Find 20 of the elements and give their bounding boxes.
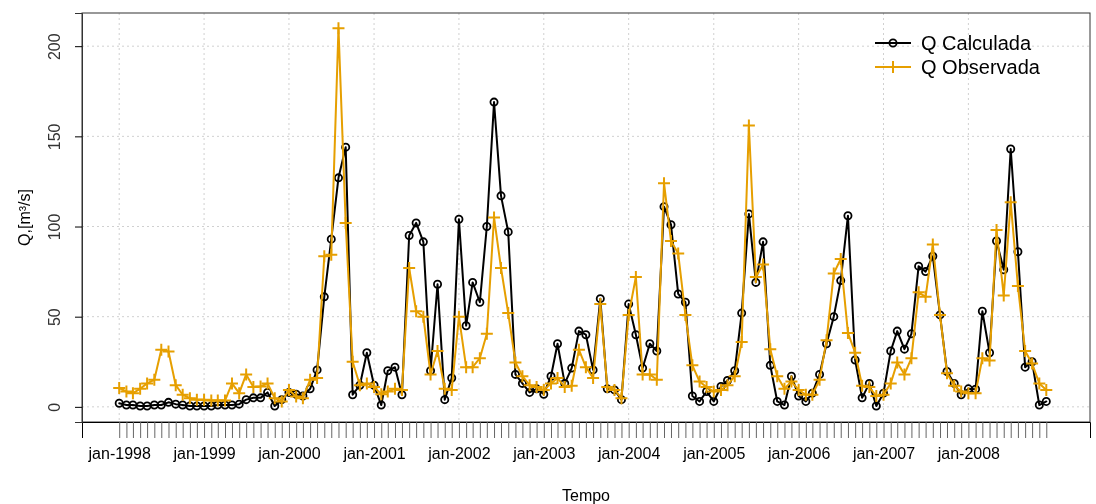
y-tick-label: 200 — [46, 33, 63, 61]
x-tick-label: jan-2005 — [682, 445, 746, 463]
y-tick-label: 150 — [46, 123, 63, 151]
x-tick-label: jan-1998 — [87, 445, 151, 463]
x-tick-label: jan-2003 — [512, 445, 576, 463]
x-tick-label: jan-2004 — [597, 445, 661, 463]
x-tick-label: jan-2002 — [427, 445, 491, 463]
y-tick-label: 0 — [46, 402, 63, 412]
x-tick-label: jan-2008 — [936, 445, 1001, 463]
y-tick-label: 100 — [46, 213, 63, 241]
x-axis-title: Tempo — [561, 487, 611, 504]
x-tick-label: jan-1999 — [172, 445, 236, 463]
legend-label: Q Calculada — [921, 32, 1032, 54]
y-axis-title: Q,[m³/s] — [16, 189, 33, 246]
x-tick-label: jan-2006 — [767, 445, 831, 463]
legend-label: Q Observada — [921, 56, 1041, 78]
x-tick-label: jan-2001 — [342, 445, 406, 463]
x-tick-label: jan-2007 — [851, 445, 916, 463]
y-tick-label: 50 — [46, 308, 63, 327]
x-tick-label: jan-2000 — [257, 445, 321, 463]
